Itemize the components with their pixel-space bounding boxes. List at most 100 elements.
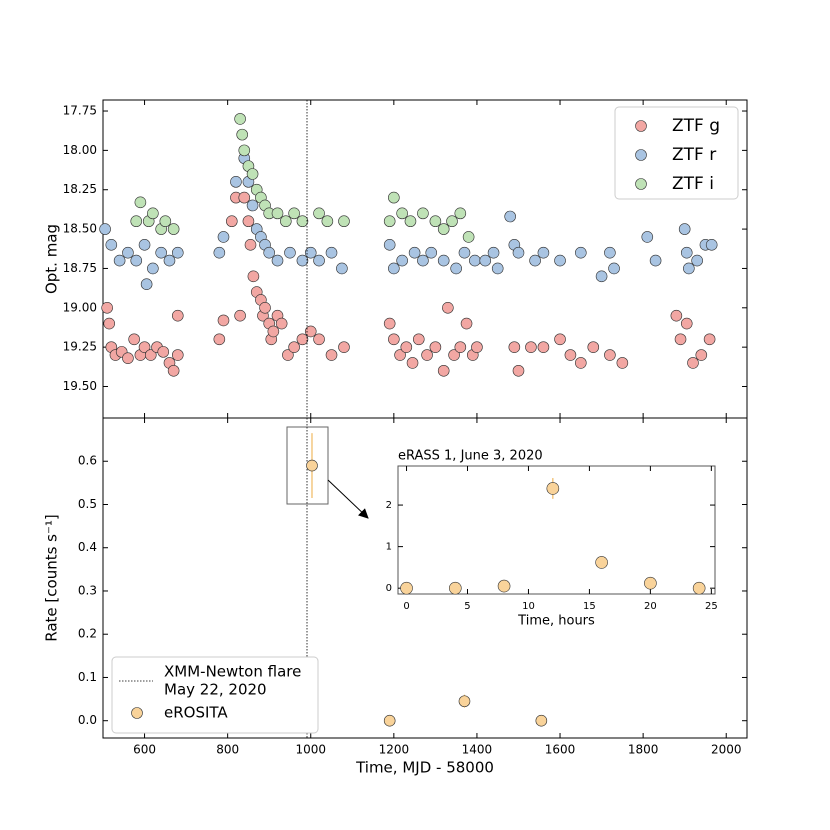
point	[678, 223, 691, 235]
y-tick-label: 18.00	[63, 143, 97, 157]
point	[388, 191, 400, 204]
plot-area	[102, 417, 748, 739]
point	[155, 246, 167, 259]
point	[167, 223, 180, 235]
point	[282, 349, 294, 361]
point	[404, 215, 417, 228]
point	[267, 325, 280, 338]
point	[236, 128, 248, 141]
point	[454, 341, 467, 353]
point	[238, 191, 251, 204]
point	[103, 317, 116, 330]
x-tick-label: 1000	[295, 743, 326, 757]
point	[462, 231, 475, 243]
point	[383, 215, 396, 228]
point	[449, 581, 462, 595]
point	[242, 215, 255, 228]
point	[546, 482, 560, 495]
point	[641, 231, 654, 243]
point	[487, 246, 500, 259]
point	[512, 364, 525, 377]
point	[680, 317, 693, 330]
point	[454, 207, 467, 220]
y-tick-label: 18.75	[63, 261, 97, 275]
point	[687, 357, 699, 369]
point	[213, 246, 226, 259]
point	[338, 215, 350, 228]
y-tick-label: 0.2	[78, 627, 97, 641]
y-tick-label: 18.25	[63, 182, 97, 196]
point	[680, 246, 693, 259]
point	[217, 314, 230, 327]
x-tick-label: 1400	[462, 743, 493, 757]
point	[595, 270, 608, 283]
point	[394, 349, 406, 361]
point	[306, 459, 318, 472]
point	[425, 246, 438, 259]
legend-box	[614, 106, 739, 200]
y-tick-label: 0.5	[78, 497, 97, 511]
point	[703, 333, 716, 346]
point	[479, 254, 492, 267]
y-axis-label: Opt. mag	[43, 224, 61, 294]
point	[140, 278, 153, 290]
legend-label: May 22, 2020	[164, 681, 267, 699]
point	[313, 207, 325, 220]
legend-label: ZTF g	[672, 116, 720, 136]
y-tick-label: 19.00	[63, 300, 97, 314]
point	[421, 349, 433, 361]
point	[147, 262, 159, 275]
point	[383, 714, 396, 727]
point	[649, 254, 662, 267]
point	[138, 239, 151, 251]
point	[101, 302, 113, 314]
point	[171, 309, 184, 322]
x-tick-label: 10	[522, 601, 535, 612]
legend-marker	[635, 149, 647, 161]
point	[130, 254, 143, 267]
point	[674, 333, 687, 346]
point	[396, 254, 408, 267]
point	[167, 364, 180, 377]
point	[417, 207, 429, 220]
point	[616, 357, 629, 369]
point	[271, 254, 284, 267]
point	[554, 333, 566, 346]
point	[325, 349, 338, 361]
point	[692, 581, 706, 595]
point	[113, 254, 126, 267]
point	[608, 262, 620, 275]
point	[491, 262, 504, 275]
point	[122, 352, 134, 364]
point	[508, 341, 521, 353]
point	[144, 349, 157, 361]
point	[691, 254, 703, 267]
point	[313, 333, 325, 346]
point	[575, 357, 587, 369]
point	[408, 246, 421, 259]
x-axis-label: Time, hours	[517, 614, 595, 629]
legend-marker	[635, 178, 647, 190]
legend-marker	[635, 120, 647, 132]
point	[497, 579, 511, 593]
point	[246, 168, 259, 180]
point	[458, 246, 471, 259]
point	[304, 246, 317, 259]
point	[442, 302, 454, 314]
point	[537, 341, 550, 353]
point	[670, 309, 683, 322]
point	[171, 246, 184, 259]
point	[512, 246, 525, 259]
x-tick-label: 2000	[711, 743, 742, 757]
point	[147, 207, 159, 220]
point	[325, 246, 338, 259]
x-tick-label: 1600	[545, 743, 576, 757]
point	[504, 210, 516, 223]
point	[234, 113, 246, 125]
zoom-arrow	[327, 479, 369, 519]
point	[587, 341, 600, 353]
y-tick-label: 18.50	[63, 222, 97, 236]
point	[469, 254, 481, 267]
point	[288, 341, 300, 353]
point	[288, 207, 300, 220]
